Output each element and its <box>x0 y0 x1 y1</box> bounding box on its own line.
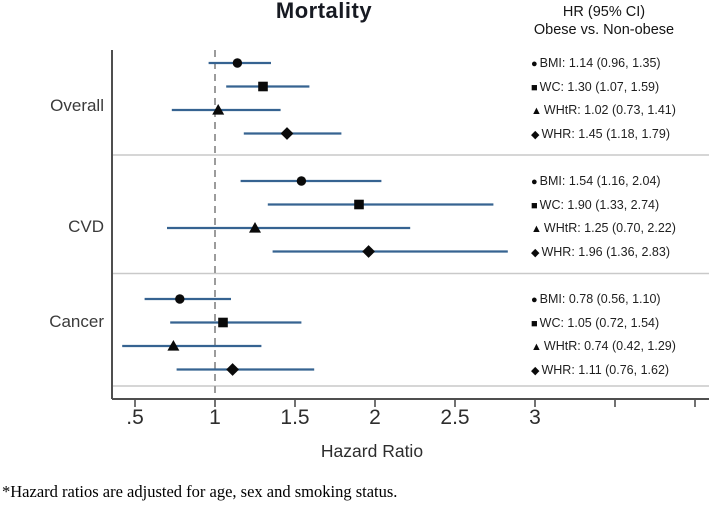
legend-row-label: WC: 1.05 (0.72, 1.54) <box>539 315 660 330</box>
marker-circle-cvd-bmi <box>296 176 307 186</box>
legend-row: ■ WC: 1.90 (1.33, 2.74) <box>531 197 659 213</box>
circle-legend-icon: ● <box>531 176 538 188</box>
legend-row: ● BMI: 1.54 (1.16, 2.04) <box>531 173 661 189</box>
legend-row-label: BMI: 1.14 (0.96, 1.35) <box>539 56 661 70</box>
group-label-overall: Overall <box>50 96 104 115</box>
marker-triangle-cancer-whtr <box>167 340 180 351</box>
legend-header-line2: Obese vs. Non-obese <box>533 22 675 38</box>
marker-diamond-overall-whr <box>280 127 294 140</box>
legend-row: ■ WC: 1.05 (0.72, 1.54) <box>531 315 659 331</box>
chart-title: Mortality <box>275 0 373 23</box>
legend-row-label: WHR: 1.96 (1.36, 2.83) <box>541 244 670 259</box>
legend-row-label: WHtR: 1.02 (0.73, 1.41) <box>543 103 676 117</box>
legend-row: ● BMI: 0.78 (0.56, 1.10) <box>531 291 661 307</box>
group-label-cvd: CVD <box>68 217 104 236</box>
marker-circle-overall-bmi <box>232 58 243 68</box>
legend-row: ■ WC: 1.30 (1.07, 1.59) <box>531 79 659 95</box>
marker-square-cvd-wc <box>354 199 364 210</box>
legend-row: ● BMI: 1.14 (0.96, 1.35) <box>531 55 661 71</box>
legend-row-label: WC: 1.90 (1.33, 2.74) <box>539 197 660 212</box>
marker-circle-cancer-bmi <box>175 294 185 304</box>
circle-legend-icon: ● <box>531 58 538 70</box>
marker-diamond-cvd-whr <box>362 245 375 258</box>
marker-square-overall-wc <box>258 81 268 92</box>
legend-row-label: WHR: 1.45 (1.18, 1.79) <box>541 126 670 141</box>
legend-row: ▲ WHtR: 1.02 (0.73, 1.41) <box>531 102 676 118</box>
legend-row-label: WC: 1.30 (1.07, 1.59) <box>539 79 660 94</box>
x-tick-label: 3 <box>529 406 541 429</box>
legend-row: ▲ WHtR: 1.25 (0.70, 2.22) <box>531 220 676 236</box>
marker-triangle-overall-whtr <box>212 104 225 115</box>
diamond-legend-icon: ◆ <box>531 128 540 141</box>
triangle-legend-icon: ▲ <box>531 105 542 117</box>
legend-header-line1: HR (95% CI) <box>562 4 646 20</box>
x-tick-label: 1 <box>209 406 221 429</box>
circle-legend-icon: ● <box>531 294 538 306</box>
triangle-legend-icon: ▲ <box>531 341 542 353</box>
legend-row-label: WHR: 1.11 (0.76, 1.62) <box>541 362 670 377</box>
diamond-legend-icon: ◆ <box>531 364 540 377</box>
group-label-cancer: Cancer <box>49 312 104 331</box>
legend-header: HR (95% CI) Obese vs. Non-obese <box>500 3 708 39</box>
x-tick-label: 2.5 <box>440 406 470 429</box>
legend-row-label: BMI: 0.78 (0.56, 1.10) <box>539 292 661 306</box>
marker-square-cancer-wc <box>218 317 228 328</box>
square-legend-icon: ■ <box>531 81 538 94</box>
footnote: *Hazard ratios are adjusted for age, sex… <box>2 482 398 501</box>
x-axis-title: Hazard Ratio <box>320 441 424 461</box>
marker-diamond-cancer-whr <box>226 363 239 376</box>
legend-row: ◆ WHR: 1.11 (0.76, 1.62) <box>531 362 669 378</box>
legend-row: ◆ WHR: 1.45 (1.18, 1.79) <box>531 126 670 142</box>
legend-row-label: WHtR: 0.74 (0.42, 1.29) <box>543 339 676 353</box>
legend-row-label: BMI: 1.54 (1.16, 2.04) <box>539 174 661 188</box>
x-tick-label: 2 <box>369 406 381 429</box>
x-tick-label: .5 <box>126 406 144 429</box>
legend-row: ▲ WHtR: 0.74 (0.42, 1.29) <box>531 338 676 354</box>
legend-row: ◆ WHR: 1.96 (1.36, 2.83) <box>531 244 670 260</box>
square-legend-icon: ■ <box>531 317 538 330</box>
square-legend-icon: ■ <box>531 199 538 212</box>
legend-row-label: WHtR: 1.25 (0.70, 2.22) <box>543 221 676 235</box>
diamond-legend-icon: ◆ <box>531 246 540 259</box>
triangle-legend-icon: ▲ <box>531 223 542 235</box>
marker-triangle-cvd-whtr <box>249 222 261 233</box>
x-tick-label: 1.5 <box>280 406 310 429</box>
